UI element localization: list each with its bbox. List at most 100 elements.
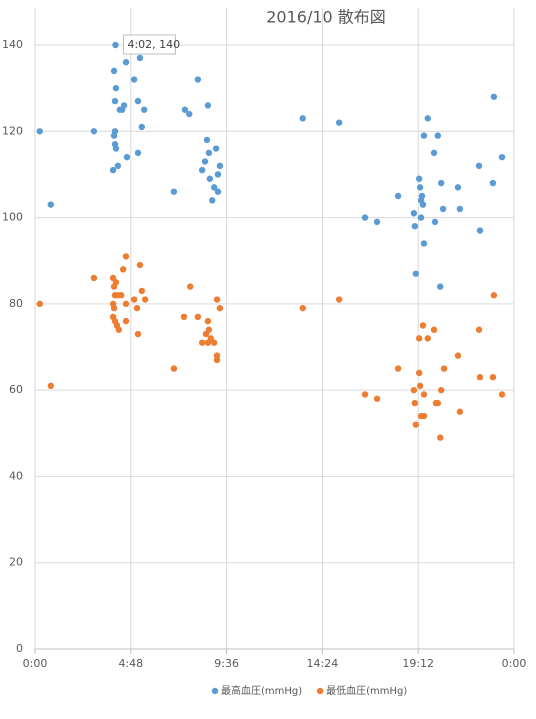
point [498, 391, 506, 398]
point [475, 162, 483, 169]
point [498, 153, 506, 161]
point [419, 201, 427, 208]
point [216, 304, 224, 312]
point [490, 93, 498, 100]
point [430, 149, 438, 157]
point [130, 296, 138, 303]
point [122, 300, 130, 308]
point [420, 132, 428, 139]
point [130, 76, 138, 83]
point [138, 123, 146, 131]
point [489, 374, 497, 381]
point [418, 192, 426, 200]
point [198, 339, 206, 346]
point [170, 365, 178, 372]
point [454, 352, 462, 359]
point [141, 296, 149, 303]
legend-marker [211, 687, 219, 695]
point [475, 326, 483, 333]
point [437, 179, 445, 187]
point [136, 54, 144, 62]
point [456, 408, 464, 415]
point [412, 270, 420, 277]
point [170, 188, 178, 195]
point [194, 313, 202, 320]
point [122, 253, 130, 260]
point [122, 317, 130, 325]
x-tick-label: 19:12 [402, 657, 434, 670]
point [361, 391, 369, 398]
point [439, 205, 447, 213]
point [134, 97, 142, 105]
point [361, 214, 369, 221]
point [417, 214, 425, 221]
point [299, 304, 306, 312]
point [205, 326, 213, 333]
point [180, 313, 188, 320]
point [36, 300, 43, 308]
point [209, 197, 216, 204]
point [434, 132, 442, 139]
point [419, 322, 427, 329]
point [410, 386, 418, 394]
point [420, 412, 428, 420]
point [214, 171, 222, 178]
point [420, 240, 428, 247]
point [112, 145, 120, 152]
point [122, 59, 130, 66]
point [186, 110, 193, 118]
point [412, 421, 420, 428]
point [415, 335, 423, 342]
point [120, 102, 128, 109]
point [47, 201, 55, 208]
point [437, 386, 445, 394]
point [133, 304, 141, 312]
point [136, 261, 144, 269]
y-tick-label: 40 [9, 469, 23, 482]
point [201, 158, 209, 165]
point [437, 434, 444, 441]
point [415, 175, 423, 182]
point [454, 184, 462, 191]
point [411, 399, 419, 407]
x-tick-label: 9:36 [214, 657, 239, 670]
point [456, 205, 464, 213]
point [134, 330, 142, 338]
legend-label: 最高血圧(mmHg) [221, 684, 302, 697]
point [213, 296, 221, 303]
point [415, 369, 423, 377]
point [476, 374, 484, 381]
point [299, 115, 306, 122]
point [118, 292, 125, 299]
point [394, 192, 402, 200]
point [110, 283, 118, 290]
point [335, 119, 343, 126]
point [420, 391, 428, 398]
point [373, 395, 381, 402]
point [394, 365, 402, 372]
annotation-box [122, 34, 176, 55]
point [210, 339, 218, 346]
point [204, 339, 212, 346]
point [373, 218, 381, 226]
point [115, 326, 123, 333]
point [335, 296, 343, 303]
point [123, 153, 131, 161]
point [114, 162, 122, 169]
point [198, 166, 206, 174]
legend-label: 最低血圧(mmHg) [326, 684, 407, 697]
point [204, 317, 212, 325]
point [212, 145, 220, 152]
point [424, 115, 431, 122]
point [489, 179, 497, 187]
point [194, 76, 202, 83]
point [110, 304, 118, 312]
y-tick-label: 80 [9, 297, 23, 310]
point [410, 210, 418, 217]
y-tick-label: 120 [2, 124, 23, 137]
y-tick-label: 100 [2, 211, 23, 224]
point [490, 292, 498, 299]
y-tick-label: 140 [2, 38, 23, 51]
point [434, 399, 442, 407]
